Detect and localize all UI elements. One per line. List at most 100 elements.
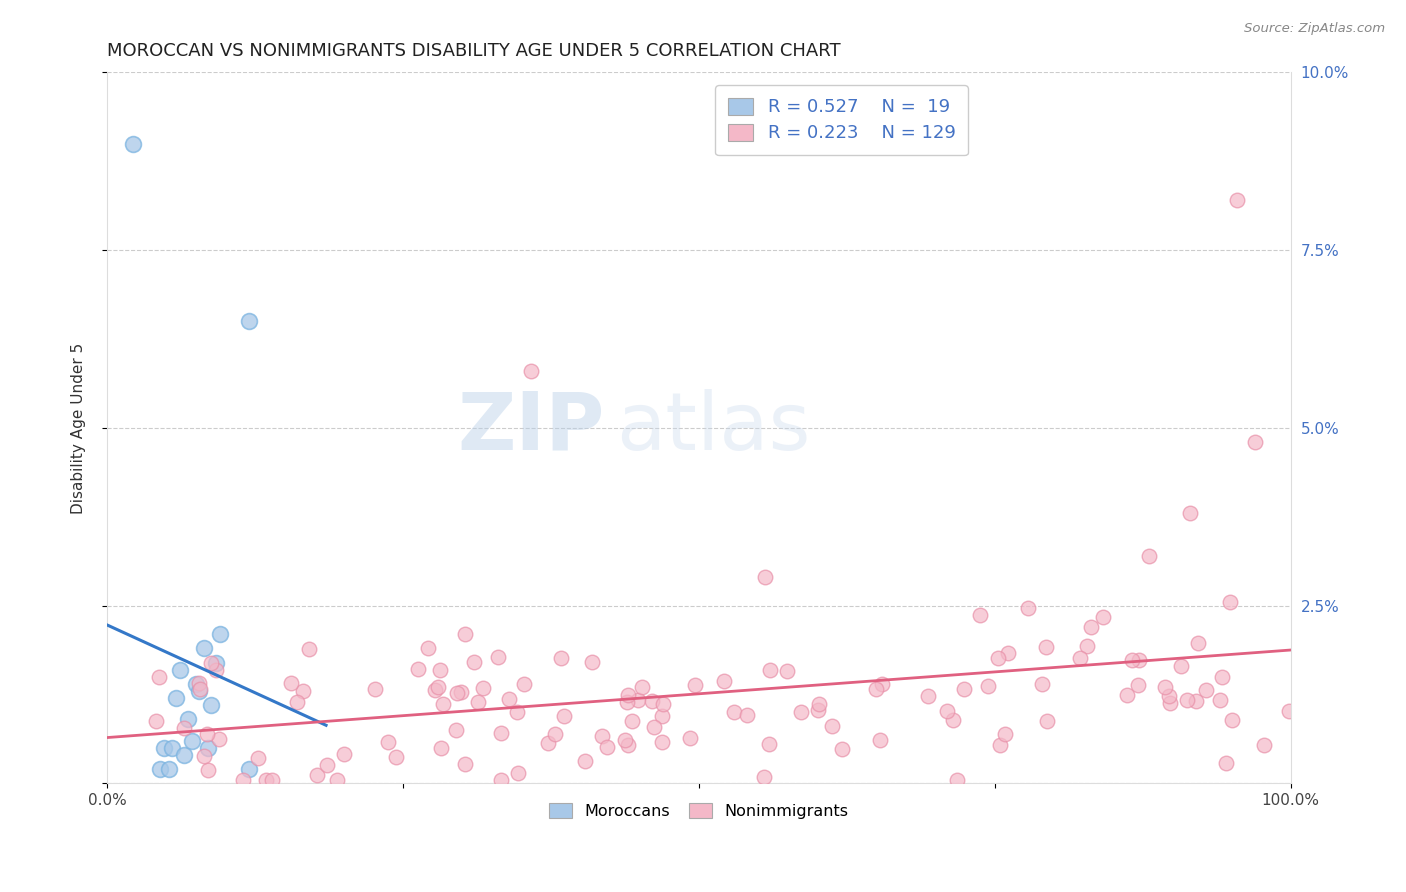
- Point: [713, 674, 735, 689]
- Point: [498, 691, 520, 706]
- Point: [153, 740, 176, 755]
- Point: [467, 695, 489, 709]
- Point: [232, 772, 254, 787]
- Point: [997, 646, 1019, 660]
- Point: [1219, 595, 1241, 609]
- Point: [807, 697, 830, 711]
- Point: [1178, 506, 1201, 520]
- Point: [197, 764, 219, 778]
- Legend: Moroccans, Nonimmigrants: Moroccans, Nonimmigrants: [543, 797, 855, 825]
- Point: [1121, 652, 1143, 666]
- Point: [446, 723, 468, 738]
- Point: [1195, 683, 1218, 698]
- Point: [408, 662, 430, 676]
- Point: [754, 569, 776, 583]
- Point: [188, 682, 211, 697]
- Point: [491, 725, 513, 739]
- Point: [630, 680, 652, 694]
- Point: [942, 713, 965, 727]
- Point: [821, 719, 844, 733]
- Point: [1209, 692, 1232, 706]
- Point: [1170, 659, 1192, 673]
- Point: [994, 727, 1017, 741]
- Point: [1128, 653, 1150, 667]
- Point: [758, 737, 780, 751]
- Point: [204, 664, 226, 678]
- Point: [423, 682, 446, 697]
- Point: [416, 641, 439, 656]
- Point: [122, 136, 145, 151]
- Point: [506, 705, 529, 719]
- Point: [377, 735, 399, 749]
- Point: [1226, 194, 1249, 208]
- Point: [581, 655, 603, 669]
- Text: ZIP: ZIP: [457, 389, 605, 467]
- Point: [621, 714, 644, 729]
- Point: [1159, 696, 1181, 710]
- Point: [946, 772, 969, 787]
- Point: [181, 733, 204, 747]
- Point: [450, 684, 472, 698]
- Point: [429, 663, 451, 677]
- Point: [1157, 689, 1180, 703]
- Point: [917, 689, 939, 703]
- Point: [616, 695, 638, 709]
- Point: [184, 677, 207, 691]
- Point: [831, 742, 853, 756]
- Point: [165, 691, 187, 706]
- Point: [285, 695, 308, 709]
- Point: [205, 656, 228, 670]
- Point: [173, 747, 195, 762]
- Point: [385, 750, 408, 764]
- Point: [952, 681, 974, 696]
- Point: [307, 767, 329, 781]
- Point: [643, 720, 665, 734]
- Point: [169, 663, 191, 677]
- Point: [1035, 640, 1057, 654]
- Point: [544, 727, 567, 741]
- Point: [200, 698, 222, 713]
- Point: [254, 772, 277, 787]
- Point: [723, 705, 745, 719]
- Point: [1184, 694, 1206, 708]
- Point: [432, 697, 454, 711]
- Point: [246, 751, 269, 765]
- Point: [1031, 677, 1053, 691]
- Point: [193, 749, 215, 764]
- Point: [512, 677, 534, 691]
- Point: [260, 772, 283, 787]
- Point: [1036, 714, 1059, 728]
- Point: [596, 739, 619, 754]
- Point: [454, 626, 477, 640]
- Point: [148, 670, 170, 684]
- Point: [976, 679, 998, 693]
- Point: [1126, 678, 1149, 692]
- Point: [427, 680, 450, 694]
- Point: [1154, 680, 1177, 694]
- Point: [759, 663, 782, 677]
- Point: [1187, 636, 1209, 650]
- Point: [537, 736, 560, 750]
- Point: [238, 314, 260, 328]
- Point: [446, 686, 468, 700]
- Text: MOROCCAN VS NONIMMIGRANTS DISABILITY AGE UNDER 5 CORRELATION CHART: MOROCCAN VS NONIMMIGRANTS DISABILITY AGE…: [107, 42, 841, 60]
- Point: [735, 708, 758, 723]
- Point: [315, 758, 337, 772]
- Text: atlas: atlas: [616, 389, 810, 467]
- Point: [193, 641, 215, 656]
- Point: [1116, 688, 1139, 702]
- Point: [1080, 619, 1102, 633]
- Point: [807, 703, 830, 717]
- Point: [550, 650, 572, 665]
- Point: [936, 704, 959, 718]
- Point: [1278, 704, 1301, 718]
- Point: [1220, 714, 1243, 728]
- Point: [149, 762, 172, 776]
- Point: [789, 705, 811, 719]
- Point: [486, 649, 509, 664]
- Point: [429, 741, 451, 756]
- Point: [208, 731, 231, 746]
- Point: [197, 727, 219, 741]
- Point: [1253, 738, 1275, 752]
- Point: [869, 733, 891, 747]
